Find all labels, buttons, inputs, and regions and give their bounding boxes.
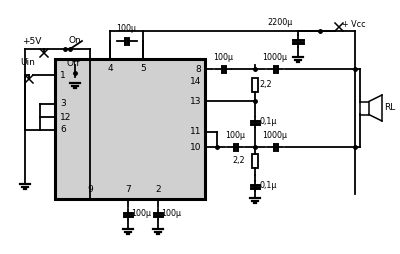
Text: 1: 1 [60, 71, 66, 80]
Text: 13: 13 [190, 97, 201, 105]
Text: 10: 10 [190, 142, 201, 151]
Text: 100µ: 100µ [161, 210, 181, 218]
Text: +5V: +5V [22, 37, 41, 46]
Text: 12: 12 [60, 113, 71, 121]
Text: 8: 8 [195, 65, 201, 73]
Text: RL: RL [384, 103, 395, 113]
Bar [55, 59, 205, 199]
Text: 0,1µ: 0,1µ [259, 118, 276, 126]
Text: On: On [69, 36, 81, 45]
Text: 5: 5 [140, 64, 146, 73]
Bar [360, 102, 369, 115]
Bar [252, 154, 258, 168]
Text: 11: 11 [190, 128, 201, 136]
Text: 100µ: 100µ [225, 131, 245, 140]
Text: 1000µ: 1000µ [262, 53, 288, 62]
Bar [252, 78, 258, 92]
Text: + Vcc: + Vcc [342, 20, 366, 29]
Text: 1000µ: 1000µ [262, 131, 288, 140]
Text: 2200µ: 2200µ [267, 18, 293, 27]
Text: 14: 14 [190, 76, 201, 86]
Text: 9: 9 [87, 185, 93, 194]
Text: 100µ: 100µ [213, 53, 233, 62]
Text: Off: Off [66, 59, 80, 68]
Text: 3: 3 [60, 100, 66, 108]
Text: 4: 4 [107, 64, 113, 73]
Text: 6: 6 [60, 125, 66, 135]
Text: Uin: Uin [20, 58, 35, 67]
Text: 0,1µ: 0,1µ [259, 182, 276, 190]
Text: 2,2: 2,2 [232, 156, 245, 166]
Text: 100µ: 100µ [116, 24, 136, 33]
Text: 2: 2 [155, 185, 161, 194]
Text: 7: 7 [125, 185, 131, 194]
Text: 2,2: 2,2 [259, 81, 272, 89]
Text: 100µ: 100µ [131, 210, 151, 218]
